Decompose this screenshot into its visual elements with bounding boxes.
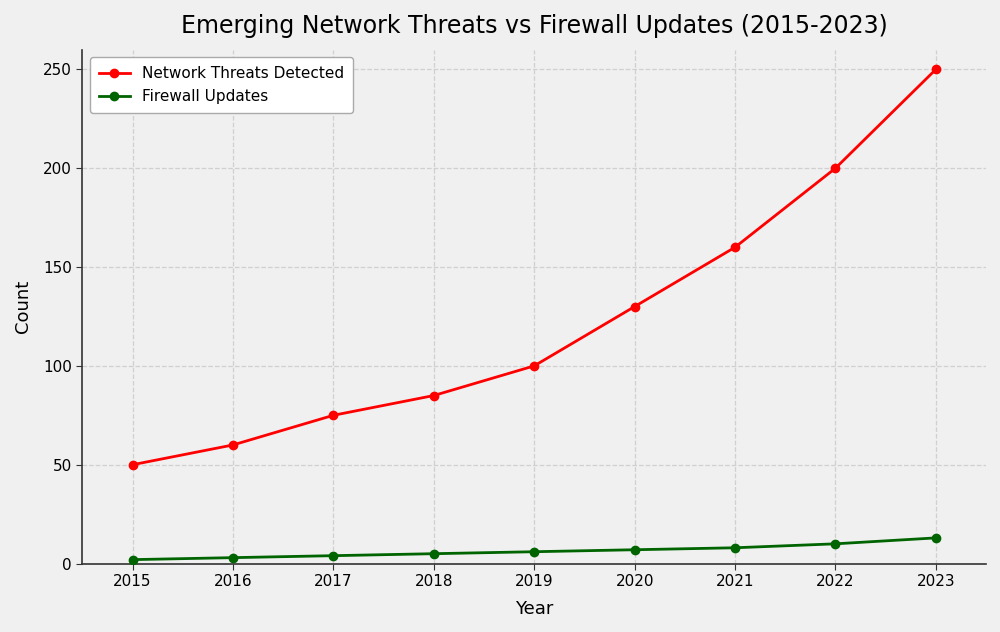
Network Threats Detected [227, 441, 239, 449]
Line: Network Threats Detected: Network Threats Detected [128, 65, 940, 469]
Network Threats Detected [829, 164, 841, 172]
Network Threats Detected [127, 461, 139, 468]
Line: Firewall Updates: Firewall Updates [128, 533, 940, 564]
Network Threats Detected [327, 411, 339, 419]
Firewall Updates [428, 550, 440, 557]
Firewall Updates [930, 534, 942, 542]
Network Threats Detected [428, 392, 440, 399]
Firewall Updates [127, 556, 139, 563]
Firewall Updates [227, 554, 239, 561]
Y-axis label: Count: Count [14, 280, 32, 333]
Network Threats Detected [629, 303, 641, 310]
Firewall Updates [327, 552, 339, 559]
Network Threats Detected [729, 243, 741, 251]
Network Threats Detected [528, 362, 540, 370]
Firewall Updates [729, 544, 741, 552]
Firewall Updates [629, 546, 641, 554]
Legend: Network Threats Detected, Firewall Updates: Network Threats Detected, Firewall Updat… [90, 57, 353, 113]
X-axis label: Year: Year [515, 600, 553, 618]
Firewall Updates [528, 548, 540, 556]
Network Threats Detected [930, 66, 942, 73]
Firewall Updates [829, 540, 841, 547]
Title: Emerging Network Threats vs Firewall Updates (2015-2023): Emerging Network Threats vs Firewall Upd… [181, 14, 888, 38]
